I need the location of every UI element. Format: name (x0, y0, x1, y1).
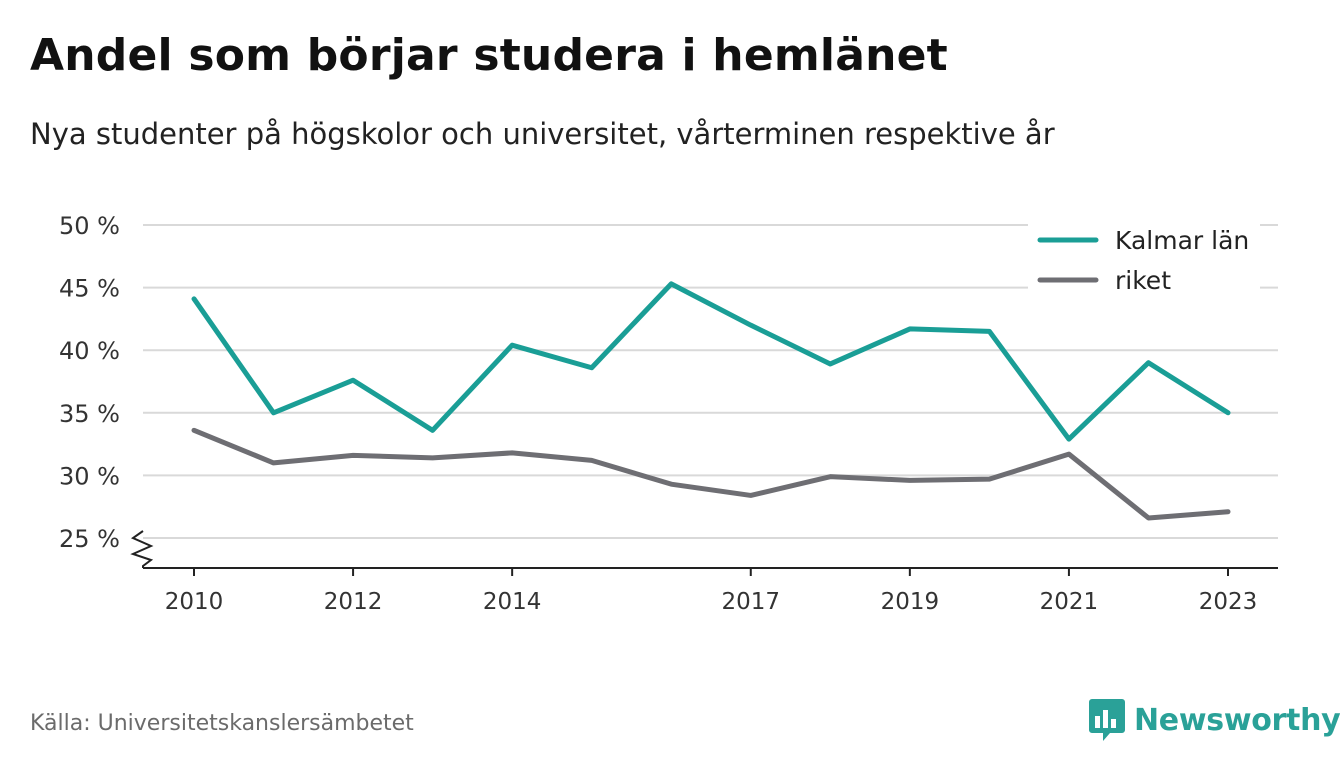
y-tick-label: 40 % (59, 337, 120, 365)
x-tick-label: 2014 (483, 589, 542, 615)
x-tick-label: 2012 (324, 589, 383, 615)
x-axis-ticks: 2010 2012 2014 2017 2019 2021 2023 (165, 568, 1258, 615)
legend: Kalmar län riket (1028, 214, 1260, 295)
legend-label: riket (1115, 266, 1171, 295)
brand-name: Newsworthy (1134, 702, 1340, 738)
y-tick-label: 50 % (59, 212, 120, 240)
source-note: Källa: Universitetskanslersämbetet (30, 711, 414, 736)
y-tick-label: 45 % (59, 275, 120, 303)
y-tick-label: 35 % (59, 400, 120, 428)
x-tick-label: 2019 (881, 589, 940, 615)
y-tick-label: 25 % (59, 525, 120, 553)
chart-subtitle: Nya studenter på högskolor och universit… (30, 117, 1055, 151)
series-line-0 (191, 281, 1231, 442)
y-axis-ticks: 25 % 30 % 35 % 40 % 45 % 50 % (59, 212, 120, 553)
axis-break-mark (130, 530, 154, 568)
line-chart: 25 %30 %35 %40 %45 %50 % 2010 2012 2014 201… (59, 212, 1278, 615)
x-tick-label: 2021 (1040, 589, 1099, 615)
x-tick-label: 2010 (165, 589, 224, 615)
series-line-1 (191, 427, 1231, 521)
bar-chart-speech-bubble-icon (1089, 699, 1125, 741)
y-tick-label: 30 % (59, 462, 120, 490)
series-lines (191, 281, 1231, 521)
x-tick-label: 2017 (721, 589, 780, 615)
brand-logo[interactable]: Newsworthy (1088, 697, 1340, 743)
x-axis (130, 530, 1278, 569)
x-tick-label: 2023 (1199, 589, 1258, 615)
legend-label: Kalmar län (1115, 226, 1249, 255)
chart-title: Andel som börjar studera i hemlänet (30, 30, 948, 81)
